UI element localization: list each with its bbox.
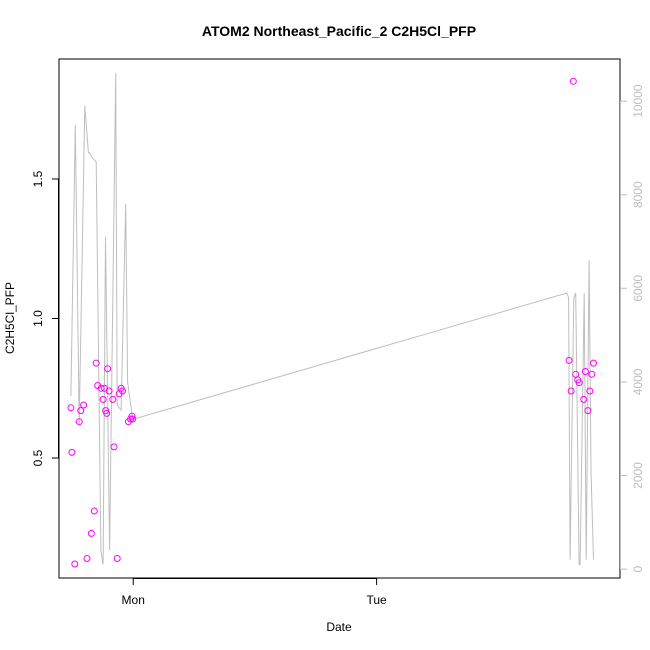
data-point (590, 359, 597, 367)
data-point (119, 387, 126, 395)
data-point (584, 407, 592, 415)
y2-tick-label: 2000 (631, 462, 645, 489)
data-point (129, 415, 137, 423)
altitude-line (70, 72, 594, 565)
data-point (77, 407, 85, 415)
data-point (569, 77, 577, 85)
data-point (588, 370, 596, 378)
data-point (68, 448, 76, 456)
y-tick-label: 0.5 (31, 449, 45, 466)
data-point (580, 395, 588, 403)
data-point (80, 401, 88, 409)
y2-tick-label: 4000 (631, 368, 645, 395)
x-axis-label: Date (326, 620, 352, 634)
data-point (581, 368, 589, 375)
data-point (103, 409, 111, 417)
data-point (567, 387, 575, 395)
y2-tick-label: 6000 (631, 275, 645, 302)
y2-tick-label: 0 (631, 565, 645, 572)
data-point (71, 560, 79, 568)
data-point (109, 395, 117, 403)
y-tick-label: 1.0 (31, 310, 45, 327)
altitude-line-layer (70, 72, 594, 565)
data-point (110, 443, 118, 451)
data-point (67, 404, 75, 412)
plot-frame (58, 58, 621, 579)
chart-title: ATOM2 Northeast_Pacific_2 C2H5Cl_PFP (202, 23, 476, 39)
data-point (104, 365, 112, 373)
data-point (87, 529, 95, 537)
y2-tick-label: 8000 (631, 181, 645, 208)
y-axis-right: 0 2000 4000 6000 8000 10000 (620, 84, 645, 572)
data-point (75, 418, 83, 426)
data-point (90, 507, 98, 515)
data-point (97, 384, 105, 392)
y-axis-left: 0.5 1.0 1.5 (31, 170, 59, 466)
data-points-layer (67, 77, 597, 568)
data-point (572, 370, 580, 378)
data-point (113, 555, 121, 562)
data-point (565, 356, 573, 364)
x-axis: Mon Tue (122, 578, 387, 607)
data-point (83, 555, 91, 562)
data-point (105, 387, 113, 395)
data-point (99, 395, 107, 403)
y-axis-label: C2H5Cl_PFP (3, 282, 17, 354)
x-tick-label: Mon (122, 593, 145, 607)
data-point (128, 412, 136, 420)
y2-tick-label: 10000 (631, 84, 645, 118)
data-point (92, 359, 100, 367)
data-point (586, 387, 594, 395)
x-tick-label: Tue (366, 593, 387, 607)
data-point (575, 379, 583, 387)
y-tick-label: 1.5 (31, 170, 45, 187)
